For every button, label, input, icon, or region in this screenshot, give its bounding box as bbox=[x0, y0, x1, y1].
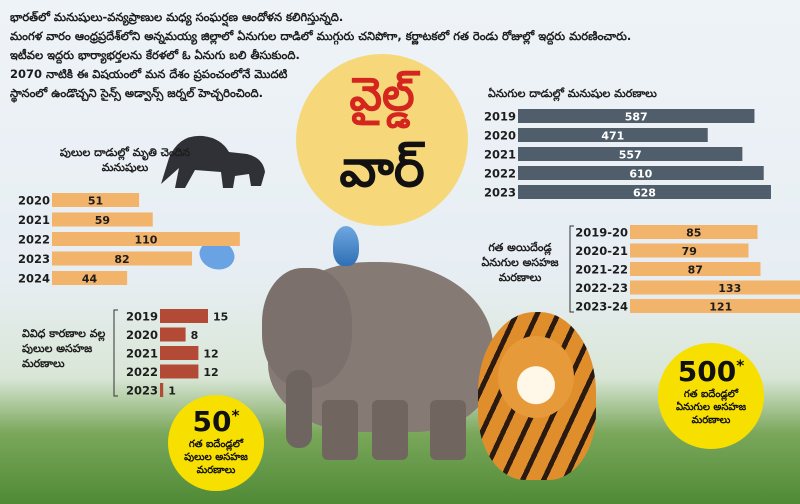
badge-number: 50* bbox=[192, 405, 240, 438]
badge-caption: మరణాలు bbox=[691, 415, 731, 426]
value-label: 110 bbox=[134, 234, 157, 247]
intro-line: స్థానంలో ఉండొచ్చని సైన్స్‌ అడ్వాన్స్‌ జర… bbox=[10, 86, 263, 100]
category-label: 2022 bbox=[18, 233, 50, 247]
category-label: 2022 bbox=[126, 365, 158, 379]
tiger-unnatural-chart-title: వివిధ కారణాల వల్ల పులుల అసహజ మరణాలు bbox=[22, 327, 106, 370]
title-wild: వైల్డ్‌ bbox=[349, 67, 415, 121]
bar-2021 bbox=[518, 147, 743, 161]
bar-2023 bbox=[518, 185, 771, 199]
badge-caption: మరణాలు bbox=[196, 465, 236, 476]
value-label: 8 bbox=[191, 329, 199, 342]
category-label: 2020-21 bbox=[575, 244, 628, 258]
intro-line: 2070 నాటికి ఈ విషయంలో మన దేశం ప్రపంచంలోన… bbox=[10, 67, 288, 81]
lion-attack-silhouette bbox=[161, 135, 265, 188]
bar-2021 bbox=[160, 346, 199, 360]
badge-number: 500* bbox=[677, 355, 745, 388]
bar-2022 bbox=[52, 232, 240, 246]
bar-2023-24 bbox=[630, 299, 800, 313]
value-label: 587 bbox=[625, 111, 648, 124]
tiger-face-illustration bbox=[498, 336, 574, 418]
bar-2020 bbox=[160, 327, 186, 342]
tiger-attack-chart-title: పులుల దాడుల్లో మృతి చెందిన మనుషులు bbox=[59, 146, 191, 174]
bar-2023 bbox=[52, 251, 193, 266]
elephant-unnatural-deaths-chart: 2019-20 85 2020-21 79 2021-22 87 2022-23 133 202… bbox=[569, 225, 800, 314]
value-label: 610 bbox=[629, 168, 652, 181]
elephant-attack-deaths-chart: 2019 587 2020 471 2021 557 2022 610 2023 628 bbox=[484, 109, 771, 200]
elephant-unnatural-chart-title: గత అయిదేండ్ల ఏనుగుల అసహజ మరణాలు bbox=[481, 241, 559, 284]
value-label: 87 bbox=[688, 264, 703, 277]
badge-caption: పులుల అసహజ bbox=[184, 452, 248, 463]
category-label: 2020 bbox=[484, 129, 516, 143]
value-label: 59 bbox=[95, 214, 110, 227]
value-label: 121 bbox=[709, 301, 732, 314]
bar-2020 bbox=[52, 193, 140, 207]
intro-text: భారత్‌లో మనుషులు-వన్యప్రాణుల మధ్య సంఘర్ష… bbox=[10, 8, 770, 103]
elephant-trunk-illustration bbox=[286, 370, 312, 448]
bar-2019 bbox=[518, 109, 755, 123]
bar-2024 bbox=[52, 271, 128, 285]
tiger-attack-deaths-chart: 2020 51 2021 59 2022 110 2023 82 2024 44 bbox=[18, 193, 240, 286]
bar-2019 bbox=[160, 309, 208, 323]
value-label: 12 bbox=[203, 366, 218, 379]
elephant-attack-chart-title: ఏనుగుల దాడుల్లో మనుషుల మరణాలు bbox=[488, 87, 657, 100]
category-label: 2021-22 bbox=[575, 263, 628, 277]
value-label: 44 bbox=[82, 273, 98, 286]
category-label: 2019 bbox=[126, 310, 158, 324]
value-label: 85 bbox=[686, 227, 701, 240]
intro-line: ఇటీవల ఇద్దరు భార్యాభర్తలను కేరళలో ఓ ఏనుగ… bbox=[10, 48, 300, 62]
title-circle bbox=[296, 54, 468, 226]
bar-2021 bbox=[52, 212, 153, 227]
category-label: 2019-20 bbox=[575, 226, 628, 240]
intro-line: భారత్‌లో మనుషులు-వన్యప్రాణుల మధ్య సంఘర్ష… bbox=[10, 10, 344, 24]
badge-caption: గత ఐదేండ్లలో bbox=[188, 439, 244, 450]
category-label: 2024 bbox=[18, 272, 50, 286]
bar-2020 bbox=[518, 128, 708, 142]
value-label: 82 bbox=[114, 253, 129, 266]
elephant-deaths-badge: 500* గత ఐదేండ్లలో ఏనుగుల అసహజ మరణాలు bbox=[658, 343, 764, 449]
value-label: 15 bbox=[213, 311, 228, 324]
title-war: వార్‌ bbox=[339, 139, 425, 199]
bar-2022-23 bbox=[630, 280, 800, 295]
category-label: 2023-24 bbox=[575, 300, 628, 314]
category-label: 2023 bbox=[484, 186, 516, 200]
bar-2022 bbox=[518, 166, 764, 180]
category-label: 2021 bbox=[484, 148, 516, 162]
intro-line: మంగళ వారం ఆంధ్రప్రదేశ్‌లోని అన్నమయ్య జిల… bbox=[10, 29, 632, 43]
tiger-deaths-badge: 50* గత ఐదేండ్లలో పులుల అసహజ మరణాలు bbox=[168, 395, 264, 491]
tiger-unnatural-deaths-chart: 2019 15 2020 8 2021 12 2022 12 2023 1 bbox=[113, 309, 228, 398]
value-label: 79 bbox=[682, 245, 697, 258]
elephant-leg bbox=[430, 400, 466, 460]
badge-caption: ఏనుగుల అసహజ bbox=[675, 402, 747, 413]
bar-2020-21 bbox=[630, 243, 749, 258]
bird-illustration bbox=[333, 226, 359, 266]
elephant-leg bbox=[372, 400, 408, 460]
value-label: 557 bbox=[619, 149, 642, 162]
elephant-leg bbox=[322, 400, 358, 460]
badge-caption: గత ఐదేండ్లలో bbox=[683, 389, 739, 400]
bar-2023 bbox=[160, 383, 164, 397]
category-label: 2023 bbox=[126, 384, 158, 398]
category-label: 2021 bbox=[126, 347, 158, 361]
elephant-head-illustration bbox=[262, 268, 352, 388]
category-label: 2020 bbox=[126, 328, 158, 342]
category-label: 2022 bbox=[484, 167, 516, 181]
category-label: 2022-23 bbox=[575, 281, 628, 295]
bracket-line bbox=[113, 309, 118, 397]
value-label: 471 bbox=[601, 130, 624, 143]
value-label: 12 bbox=[203, 348, 218, 361]
bar-2021-22 bbox=[630, 262, 761, 276]
bar-2022 bbox=[160, 364, 199, 379]
value-label: 1 bbox=[168, 385, 176, 398]
value-label: 133 bbox=[718, 282, 741, 295]
value-label: 628 bbox=[633, 187, 656, 200]
category-label: 2023 bbox=[18, 252, 50, 266]
category-label: 2021 bbox=[18, 213, 50, 227]
value-label: 51 bbox=[88, 195, 103, 208]
category-label: 2019 bbox=[484, 110, 516, 124]
category-label: 2020 bbox=[18, 194, 50, 208]
bracket-line bbox=[569, 225, 574, 313]
bar-2019-20 bbox=[630, 225, 758, 239]
